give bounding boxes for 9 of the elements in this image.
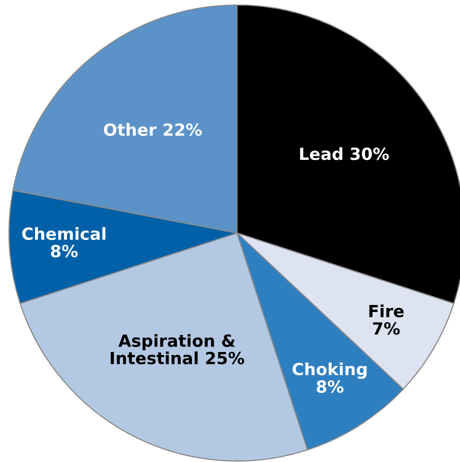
slice-label: Fire — [369, 304, 404, 318]
slice-label: Other 22% — [104, 123, 202, 136]
slice-label: Lead 30% — [300, 147, 389, 160]
slice-label: Chemical — [22, 227, 106, 240]
data-label: 8% — [50, 244, 78, 258]
slice-label: Choking — [292, 362, 367, 379]
slice-label: Aspiration & Intestinal 25% — [110, 334, 244, 364]
data-label: 8% — [316, 380, 344, 393]
data-label: 7% — [373, 322, 400, 335]
